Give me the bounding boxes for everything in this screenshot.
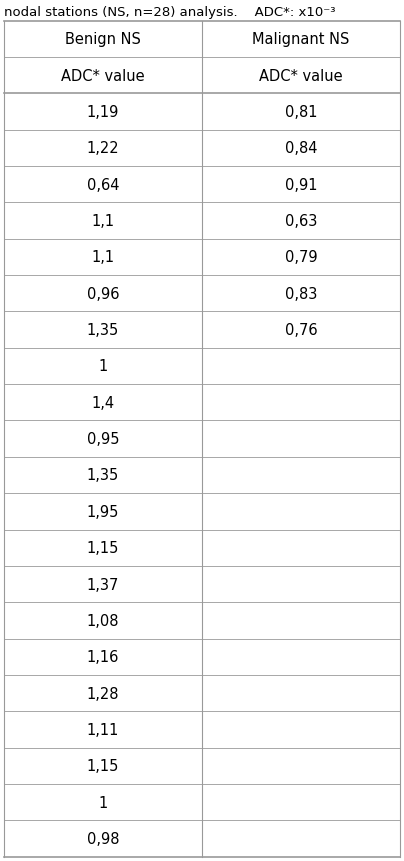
Text: 1,35: 1,35 — [87, 468, 119, 483]
Text: Malignant NS: Malignant NS — [252, 32, 350, 47]
Text: 0,83: 0,83 — [285, 287, 317, 301]
Text: 1: 1 — [99, 795, 107, 809]
Text: nodal stations (NS, n=28) analysis.    ADC*: x10⁻³: nodal stations (NS, n=28) analysis. ADC*… — [4, 6, 336, 19]
Text: 0,84: 0,84 — [285, 141, 317, 156]
Text: Benign NS: Benign NS — [65, 32, 141, 47]
Text: 0,98: 0,98 — [87, 831, 119, 846]
Text: 0,91: 0,91 — [285, 177, 317, 192]
Text: 1,16: 1,16 — [87, 649, 119, 665]
Text: 0,81: 0,81 — [285, 105, 317, 120]
Text: 1: 1 — [99, 359, 107, 374]
Text: 0,64: 0,64 — [87, 177, 119, 192]
Text: 1,15: 1,15 — [87, 541, 119, 555]
Text: 1,22: 1,22 — [87, 141, 119, 156]
Text: 1,35: 1,35 — [87, 323, 119, 338]
Text: ADC* value: ADC* value — [61, 69, 145, 84]
Text: 1,37: 1,37 — [87, 577, 119, 592]
Text: 1,1: 1,1 — [91, 214, 115, 229]
Text: ADC* value: ADC* value — [259, 69, 343, 84]
Text: 1,11: 1,11 — [87, 722, 119, 737]
Text: 0,95: 0,95 — [87, 431, 119, 447]
Text: 1,1: 1,1 — [91, 250, 115, 265]
Text: 1,95: 1,95 — [87, 505, 119, 519]
Text: 1,28: 1,28 — [87, 686, 119, 701]
Text: 0,76: 0,76 — [285, 323, 317, 338]
Text: 0,63: 0,63 — [285, 214, 317, 229]
Text: 1,15: 1,15 — [87, 759, 119, 773]
Text: 1,08: 1,08 — [87, 613, 119, 629]
Text: 1,4: 1,4 — [91, 395, 115, 411]
Text: 0,96: 0,96 — [87, 287, 119, 301]
Text: 0,79: 0,79 — [285, 250, 317, 265]
Text: 1,19: 1,19 — [87, 105, 119, 120]
